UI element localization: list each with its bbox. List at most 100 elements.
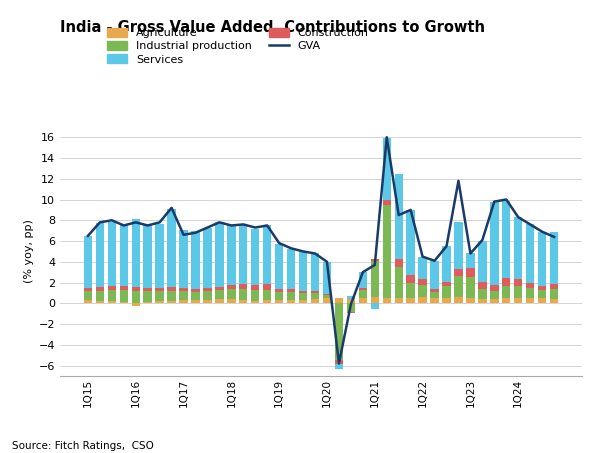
Bar xyxy=(299,291,307,293)
Bar xyxy=(430,292,439,298)
Bar xyxy=(418,284,427,297)
Bar xyxy=(227,226,236,284)
Bar xyxy=(538,286,547,290)
Bar xyxy=(490,291,499,299)
Bar xyxy=(227,299,236,304)
Bar xyxy=(155,301,164,304)
Bar xyxy=(359,288,367,290)
Bar xyxy=(335,363,343,369)
Bar xyxy=(466,254,475,268)
Bar xyxy=(478,281,487,289)
Bar xyxy=(95,301,104,304)
Bar xyxy=(227,284,236,289)
Bar xyxy=(395,267,403,298)
Bar xyxy=(538,290,547,298)
Bar xyxy=(430,298,439,304)
Bar xyxy=(359,298,367,304)
Bar xyxy=(287,292,295,300)
Bar xyxy=(143,288,152,291)
Bar xyxy=(263,226,271,284)
Bar xyxy=(442,286,451,298)
Bar xyxy=(359,272,367,288)
Bar xyxy=(478,241,487,281)
Bar xyxy=(155,291,164,301)
Bar xyxy=(490,299,499,304)
Bar xyxy=(84,236,92,288)
Bar xyxy=(538,298,547,304)
Bar xyxy=(84,288,92,291)
Bar xyxy=(143,226,152,288)
Bar xyxy=(371,297,379,304)
Bar xyxy=(347,312,355,313)
Bar xyxy=(239,289,247,300)
Bar xyxy=(442,246,451,281)
Bar xyxy=(383,138,391,199)
Bar xyxy=(502,298,511,304)
Bar xyxy=(311,254,319,291)
Bar xyxy=(430,289,439,292)
Bar xyxy=(215,287,224,290)
Bar xyxy=(335,361,343,363)
Bar xyxy=(502,286,511,298)
Bar xyxy=(119,286,128,290)
Bar xyxy=(95,291,104,301)
Bar xyxy=(454,297,463,304)
Bar xyxy=(311,299,319,304)
Bar xyxy=(347,296,355,299)
Bar xyxy=(550,299,558,304)
Bar xyxy=(359,290,367,298)
Bar xyxy=(502,201,511,279)
Bar xyxy=(526,224,535,283)
Bar xyxy=(490,202,499,284)
Bar xyxy=(155,224,164,288)
Bar xyxy=(538,231,547,286)
Bar xyxy=(119,290,128,302)
Bar xyxy=(107,290,116,301)
Bar xyxy=(167,291,176,301)
Bar xyxy=(454,222,463,269)
Bar xyxy=(95,223,104,287)
Bar xyxy=(84,300,92,304)
Bar xyxy=(514,298,523,304)
Bar xyxy=(323,295,331,298)
Bar xyxy=(514,286,523,298)
Bar xyxy=(167,287,176,291)
Bar xyxy=(191,231,200,289)
Bar xyxy=(311,291,319,293)
Bar xyxy=(526,288,535,298)
Bar xyxy=(227,289,236,299)
Bar xyxy=(143,302,152,304)
Bar xyxy=(275,300,283,304)
Bar xyxy=(275,244,283,289)
Bar xyxy=(191,300,200,304)
Y-axis label: (% yoy, pp): (% yoy, pp) xyxy=(25,219,34,284)
Bar xyxy=(251,301,259,304)
Bar xyxy=(335,298,343,304)
Bar xyxy=(323,262,331,294)
Bar xyxy=(490,284,499,291)
Bar xyxy=(466,268,475,277)
Bar xyxy=(347,304,355,312)
Bar xyxy=(191,289,200,292)
Bar xyxy=(131,304,140,306)
Bar xyxy=(251,284,259,290)
Bar xyxy=(371,259,379,261)
Bar xyxy=(119,226,128,286)
Bar xyxy=(502,279,511,286)
Bar xyxy=(347,299,355,304)
Bar xyxy=(418,256,427,280)
Bar xyxy=(203,291,212,300)
Bar xyxy=(454,276,463,297)
Bar xyxy=(406,283,415,298)
Bar xyxy=(299,300,307,304)
Bar xyxy=(418,297,427,304)
Bar xyxy=(239,300,247,304)
Bar xyxy=(383,298,391,304)
Bar xyxy=(550,231,558,284)
Bar xyxy=(478,289,487,299)
Bar xyxy=(550,284,558,289)
Bar xyxy=(395,259,403,267)
Bar xyxy=(131,291,140,304)
Bar xyxy=(526,283,535,288)
Bar xyxy=(215,290,224,299)
